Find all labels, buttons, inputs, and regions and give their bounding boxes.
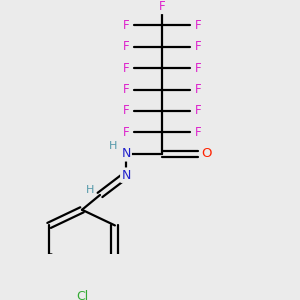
Text: F: F <box>195 83 201 96</box>
Text: F: F <box>123 104 129 118</box>
Text: Cl: Cl <box>76 290 88 300</box>
Text: F: F <box>123 62 129 75</box>
Text: F: F <box>123 19 129 32</box>
Text: F: F <box>195 126 201 139</box>
Text: F: F <box>195 40 201 53</box>
Text: F: F <box>123 83 129 96</box>
Text: H: H <box>109 141 117 152</box>
Text: F: F <box>195 104 201 118</box>
Text: F: F <box>159 0 165 13</box>
Text: F: F <box>123 126 129 139</box>
Text: N: N <box>121 147 131 160</box>
Text: F: F <box>123 40 129 53</box>
Text: N: N <box>121 169 131 182</box>
Text: H: H <box>86 185 94 195</box>
Text: O: O <box>202 147 212 160</box>
Text: F: F <box>195 19 201 32</box>
Text: F: F <box>195 62 201 75</box>
